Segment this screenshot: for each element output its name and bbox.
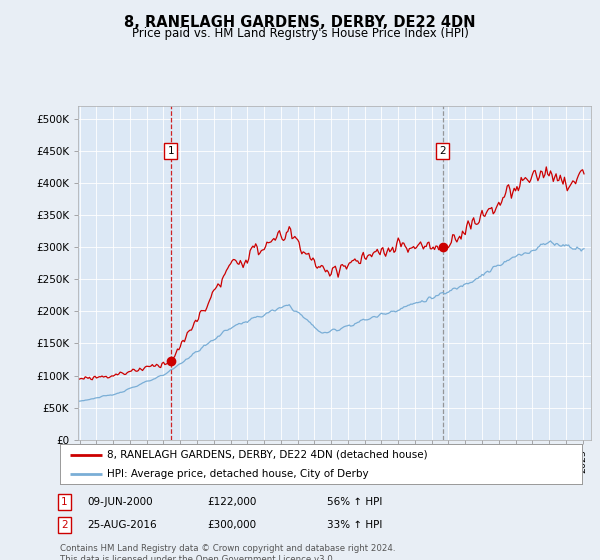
Text: 8, RANELAGH GARDENS, DERBY, DE22 4DN (detached house): 8, RANELAGH GARDENS, DERBY, DE22 4DN (de… [107, 450, 428, 460]
Text: 1: 1 [61, 497, 68, 507]
Text: HPI: Average price, detached house, City of Derby: HPI: Average price, detached house, City… [107, 469, 368, 478]
Text: 2: 2 [61, 520, 68, 530]
Text: 1: 1 [167, 146, 174, 156]
Text: £300,000: £300,000 [207, 520, 256, 530]
Text: Price paid vs. HM Land Registry's House Price Index (HPI): Price paid vs. HM Land Registry's House … [131, 27, 469, 40]
Text: 33% ↑ HPI: 33% ↑ HPI [327, 520, 382, 530]
Text: 2: 2 [439, 146, 446, 156]
Text: 8, RANELAGH GARDENS, DERBY, DE22 4DN: 8, RANELAGH GARDENS, DERBY, DE22 4DN [124, 15, 476, 30]
Text: 56% ↑ HPI: 56% ↑ HPI [327, 497, 382, 507]
Text: 09-JUN-2000: 09-JUN-2000 [87, 497, 152, 507]
Text: 25-AUG-2016: 25-AUG-2016 [87, 520, 157, 530]
Text: Contains HM Land Registry data © Crown copyright and database right 2024.
This d: Contains HM Land Registry data © Crown c… [60, 544, 395, 560]
Text: £122,000: £122,000 [207, 497, 256, 507]
